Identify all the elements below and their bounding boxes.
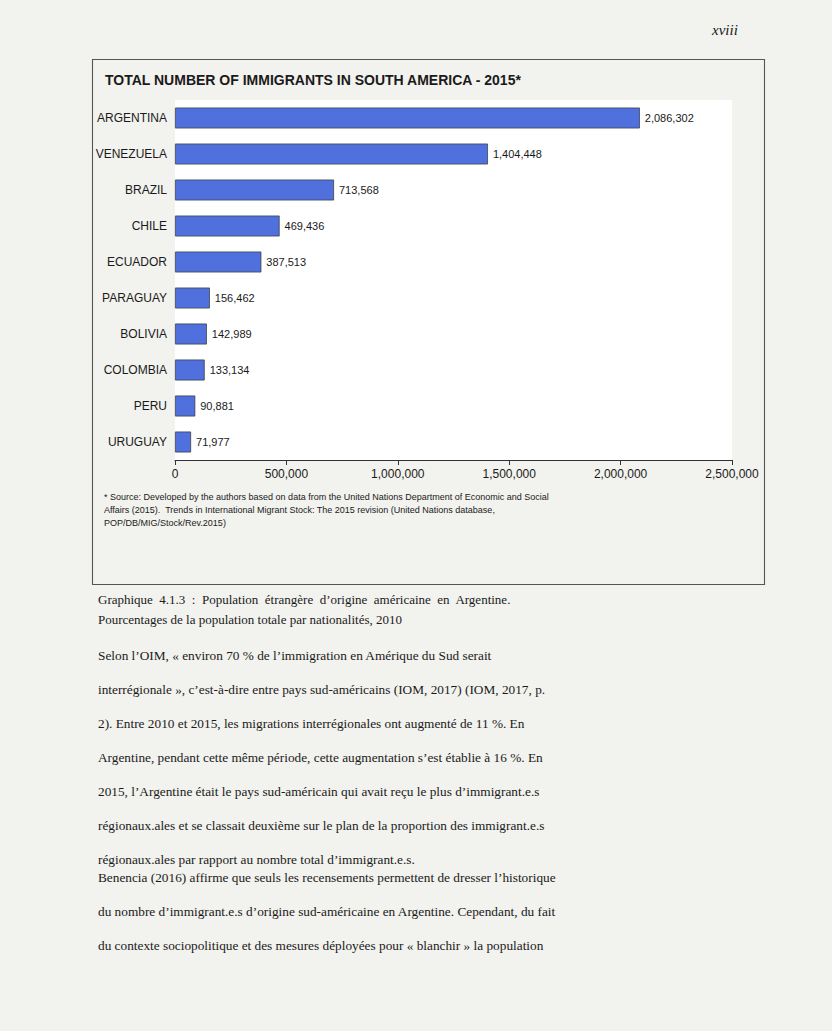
svg-text:Benencia (2016) affirme que se: Benencia (2016) affirme que seuls les re… [98,870,556,885]
svg-text:xviii: xviii [711,22,738,38]
svg-text:URUGUAY: URUGUAY [108,435,167,449]
svg-text:du contexte sociopolitique et: du contexte sociopolitique et des mesure… [98,938,544,953]
svg-text:régionaux.ales par rapport au: régionaux.ales par rapport au nombre tot… [98,852,415,867]
svg-text:469,436: 469,436 [285,220,325,232]
svg-text:1,404,448: 1,404,448 [493,148,542,160]
svg-text:90,881: 90,881 [200,400,234,412]
svg-text:interrégionale », c’est-à-dire: interrégionale », c’est-à-dire entre pay… [98,682,545,697]
svg-text:du nombre d’immigrant.e.s d’or: du nombre d’immigrant.e.s d’origine sud-… [98,904,556,919]
svg-text:PERU: PERU [134,399,167,413]
svg-text:500,000: 500,000 [265,467,309,481]
svg-text:Pourcentages de la population: Pourcentages de la population totale par… [98,612,402,627]
svg-text:TOTAL NUMBER OF IMMIGRANTS IN: TOTAL NUMBER OF IMMIGRANTS IN SOUTH AMER… [105,72,521,88]
svg-text:BRAZIL: BRAZIL [125,183,167,197]
svg-text:Argentine, pendant cette même: Argentine, pendant cette même période, c… [98,750,543,765]
svg-text:1,500,000: 1,500,000 [483,467,537,481]
svg-text:2,086,302: 2,086,302 [645,112,694,124]
svg-text:156,462: 156,462 [215,292,255,304]
svg-text:Affairs (2015). Trends in Int: Affairs (2015). Trends in International … [104,505,495,515]
svg-text:régionaux.ales et se classait: régionaux.ales et se classait deuxième s… [98,818,544,833]
svg-text:POP/DB/MIG/Stock/Rev.2015): POP/DB/MIG/Stock/Rev.2015) [104,518,226,528]
svg-text:ECUADOR: ECUADOR [107,255,167,269]
svg-text:2,500,000: 2,500,000 [705,467,759,481]
svg-text:COLOMBIA: COLOMBIA [104,363,167,377]
svg-text:713,568: 713,568 [339,184,379,196]
svg-text:VENEZUELA: VENEZUELA [96,147,167,161]
svg-text:Selon l’OIM, « environ 70 % de: Selon l’OIM, « environ 70 % de l’immigra… [98,648,492,663]
svg-text:0: 0 [172,467,179,481]
svg-text:PARAGUAY: PARAGUAY [102,291,167,305]
svg-text:1,000,000: 1,000,000 [371,467,425,481]
svg-text:142,989: 142,989 [212,328,252,340]
svg-text:* Source: Developed by the aut: * Source: Developed by the authors based… [104,492,549,502]
svg-text:Graphique 4.1.3 : Populatio: Graphique 4.1.3 : Population étrangère d… [98,592,510,607]
svg-text:387,513: 387,513 [266,256,306,268]
svg-text:2,000,000: 2,000,000 [594,467,648,481]
svg-text:133,134: 133,134 [210,364,250,376]
svg-text:BOLIVIA: BOLIVIA [120,327,167,341]
svg-text:ARGENTINA: ARGENTINA [97,111,167,125]
svg-text:2). Entre 2010 et 2015, les mi: 2). Entre 2010 et 2015, les migrations i… [98,716,525,731]
svg-text:2015, l’Argentine était le pay: 2015, l’Argentine était le pays sud-amér… [98,784,539,799]
svg-text:71,977: 71,977 [196,436,230,448]
svg-text:CHILE: CHILE [132,219,167,233]
